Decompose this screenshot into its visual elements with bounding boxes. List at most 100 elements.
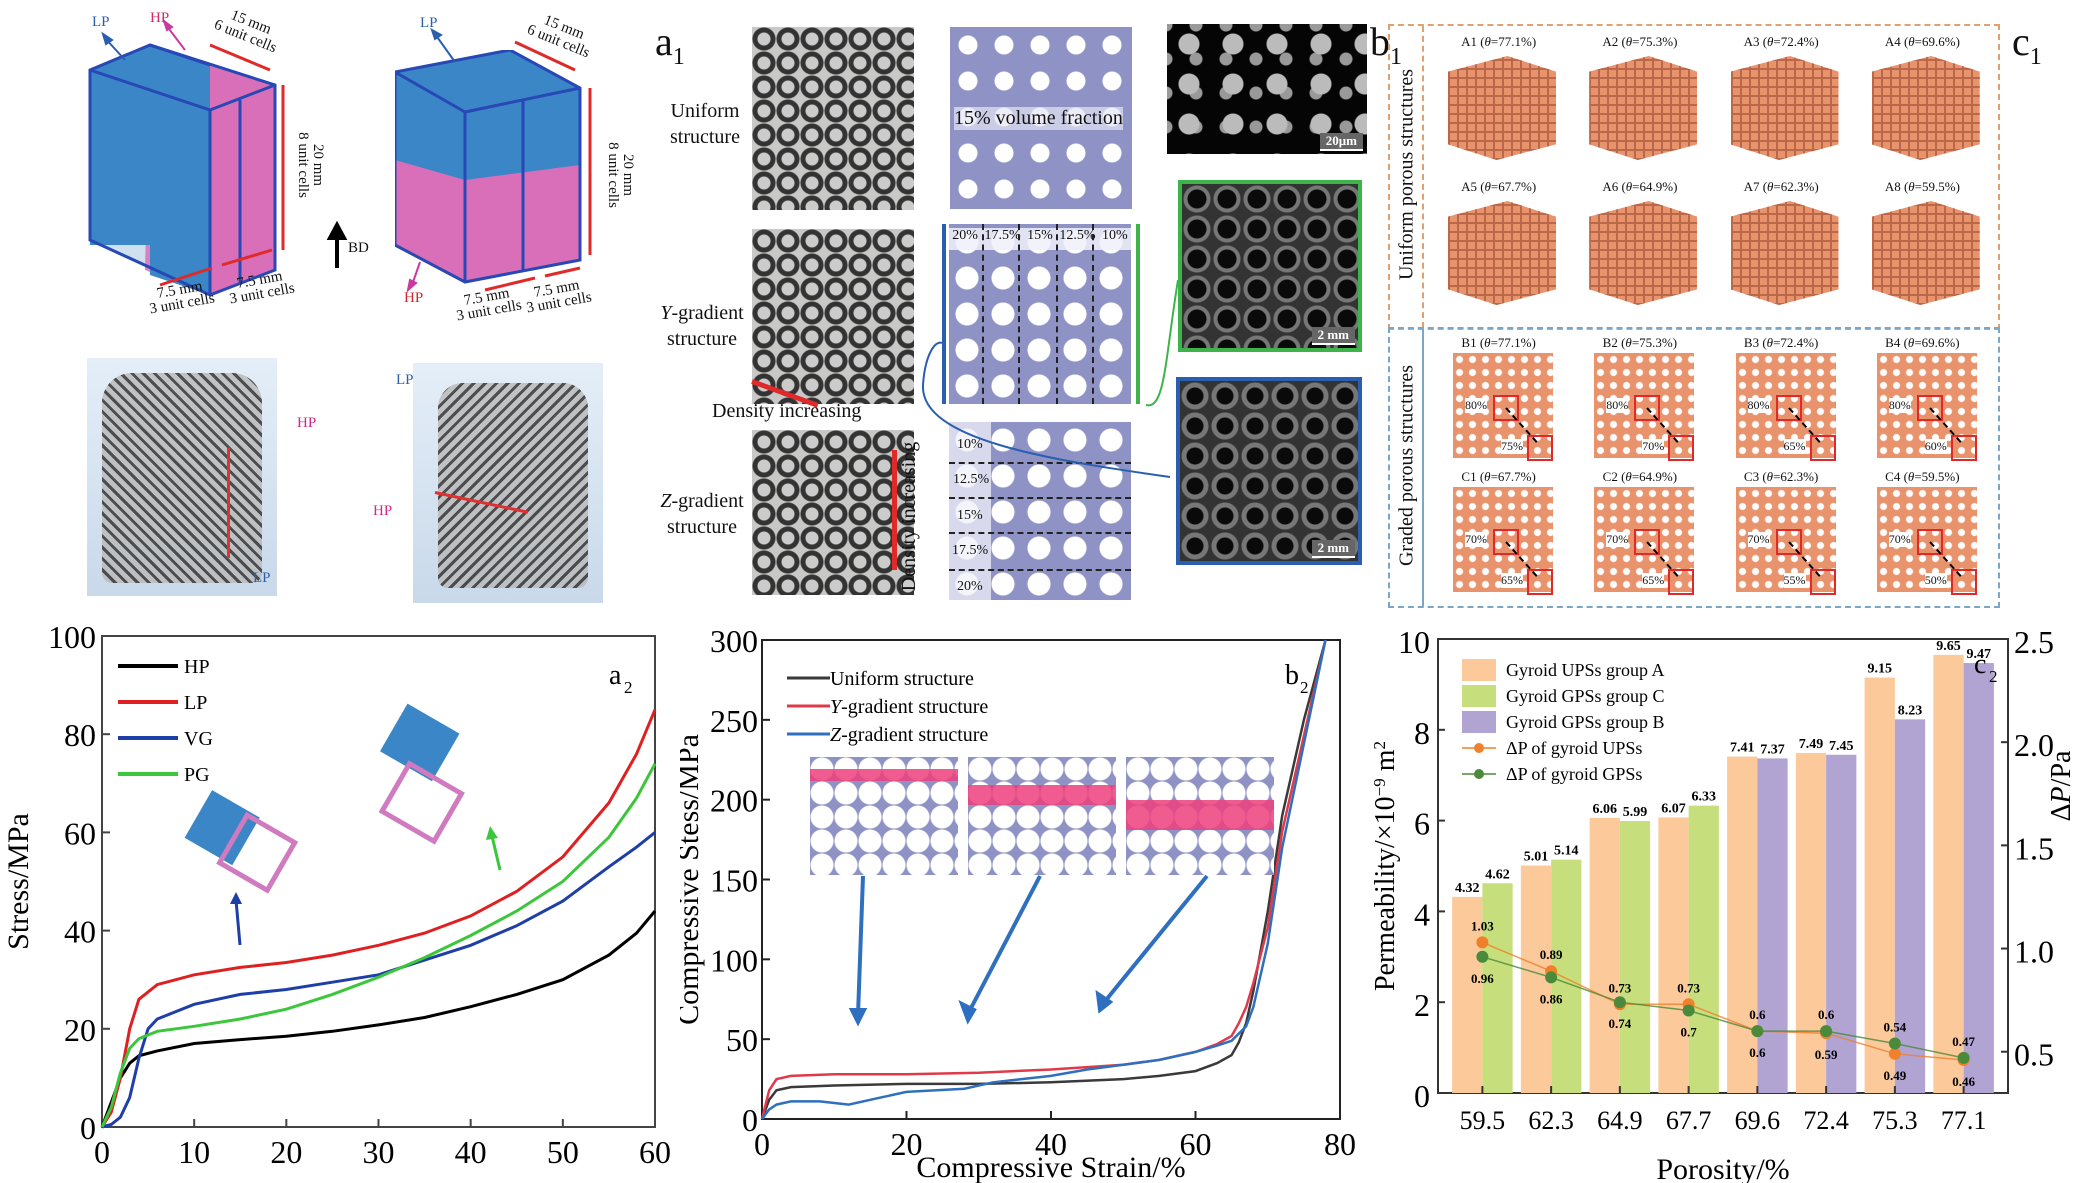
- theta-symbol: θ: [1908, 179, 1915, 194]
- uniform-cell: A7 (θ=62.3%): [1711, 179, 1852, 324]
- panel-sub-c2: 2: [1989, 667, 1998, 686]
- model-right-annotations: [406, 27, 592, 293]
- gradient-arrow-icon: [1787, 541, 1821, 577]
- legend-label: ΔP of gyroid GPSs: [1506, 764, 1642, 784]
- cell-theta: =75.3%): [1632, 34, 1678, 49]
- theta-symbol: θ: [1766, 335, 1774, 350]
- bottom-region-box: [1668, 435, 1695, 461]
- photo-right-hp-label: HP: [373, 503, 393, 519]
- divider: [1018, 224, 1020, 404]
- x-tick-label: 72.4: [1803, 1106, 1849, 1135]
- bar-value-label: 9.47: [1967, 647, 1992, 662]
- cell-name: C2 (: [1602, 469, 1626, 484]
- top-region-box: [1493, 395, 1519, 421]
- graded-cell-title: C3 (θ=62.3%): [1711, 469, 1852, 485]
- bar-group-a: [1658, 817, 1689, 1093]
- porous-cube: [1589, 201, 1698, 305]
- dp-point: [1888, 1047, 1901, 1060]
- bar-value-label: 4.62: [1485, 867, 1510, 882]
- model-right-height: 20 mm 8 unit cells: [605, 120, 636, 230]
- legend-text: Uniform structure: [830, 668, 974, 690]
- bar-group-a: [1589, 817, 1620, 1093]
- bar-value-label: 7.41: [1730, 741, 1755, 756]
- x-tick-label: 0: [754, 1126, 770, 1162]
- top-porosity: 70%: [1465, 532, 1487, 547]
- bar-group-b: [1826, 754, 1857, 1093]
- height-mm: 20 mm: [310, 143, 326, 187]
- porous-cube: [1871, 56, 1980, 160]
- height-cells: 8 unit cells: [605, 142, 621, 208]
- divider: [949, 462, 1131, 464]
- top-porosity: 70%: [1606, 532, 1629, 547]
- cell-theta: =77.1%): [1490, 34, 1537, 49]
- x-tick-label: 0: [94, 1134, 110, 1170]
- top-porosity: 70%: [1747, 532, 1770, 547]
- bar-group-b: [1894, 719, 1926, 1093]
- graded-cell-title: B3 (θ=72.4%): [1711, 335, 1852, 351]
- cell-name: A2 (: [1602, 34, 1626, 49]
- uniform-label: Uniform structure: [660, 98, 750, 150]
- unit-cell-icon-hp: [378, 760, 465, 845]
- bottom-porosity: 75%: [1501, 439, 1523, 454]
- height-cells: 8 unit cells: [295, 132, 311, 198]
- graded-cell: B3 (θ=72.4%) 80% 65%: [1711, 335, 1852, 469]
- y-gradient-label: Y-gradient structure: [652, 300, 752, 352]
- cell-theta: =67.7%): [1490, 179, 1537, 194]
- theta-symbol: θ: [1767, 179, 1774, 194]
- cell-name: A5 (: [1461, 179, 1485, 194]
- model-left: [85, 40, 295, 297]
- y-fraction: 10%: [1102, 228, 1128, 243]
- graded-cell: C2 (θ=64.9%) 70% 65%: [1569, 469, 1710, 603]
- density-arrow: [892, 450, 897, 570]
- legend-label: HP: [184, 656, 210, 678]
- x-tick-label: 62.3: [1528, 1106, 1574, 1135]
- graded-section: 80% 70%: [1594, 353, 1695, 461]
- cell-name: A1 (: [1461, 34, 1485, 49]
- graded-section: 80% 60%: [1876, 353, 1977, 461]
- bar-group-a: [1452, 896, 1483, 1093]
- x-tick-label: 75.3: [1872, 1106, 1918, 1135]
- theta-symbol: θ: [1908, 34, 1915, 49]
- z-fraction: 17.5%: [952, 543, 989, 558]
- gradient-arrow-icon: [1505, 407, 1538, 443]
- cell-theta: =64.9%): [1631, 469, 1678, 484]
- bottom-porosity: 55%: [1783, 573, 1806, 588]
- bottom-porosity: 65%: [1501, 573, 1523, 588]
- cell-theta: =62.3%): [1773, 179, 1819, 194]
- uniform-cell: A3 (θ=72.4%): [1711, 34, 1852, 179]
- y-gradient-green-bar: [1136, 224, 1140, 404]
- cell-theta: =62.3%): [1773, 469, 1819, 484]
- x-tick-label: 69.6: [1735, 1106, 1781, 1135]
- micrograph-scale-bar: 2 mm: [1311, 327, 1355, 345]
- y-tick-label: 80: [64, 717, 96, 753]
- graded-section: 70% 65%: [1594, 487, 1695, 595]
- chart-c2-permeability: 4.32 4.62 59.5 5.01 5.14 62.3 6.06 5.99 64.9 6.07…: [1370, 624, 2077, 1183]
- legend-italic: Y: [830, 696, 843, 718]
- uniform-cell: A4 (θ=69.6%): [1852, 34, 1993, 179]
- gradient-arrow-icon: [1646, 407, 1679, 443]
- panel-sub-b2: 2: [1300, 678, 1309, 697]
- group-title-divider: [1422, 26, 1424, 328]
- bar-value-label: 5.99: [1623, 805, 1648, 820]
- cell-theta: =69.6%): [1914, 34, 1960, 49]
- bar-group-b: [1757, 758, 1788, 1093]
- uniform-cube-grid: A1 ( θ =77.1%) A2 ( θ =75.3%) A3 (θ=72.4%) A4 (…: [1428, 34, 1993, 324]
- bottom-region-box: [1668, 569, 1695, 595]
- b2-inset-images: [810, 757, 1274, 877]
- x-axis-label: Porosity/%: [1656, 1153, 1789, 1183]
- dp-point: [1751, 1025, 1764, 1038]
- bar-value-label: 5.01: [1524, 850, 1549, 865]
- lattice-part: [438, 383, 588, 588]
- top-region-box: [1916, 529, 1943, 555]
- y-axis-label-part: 2: [1370, 741, 1389, 750]
- legend-label: Y-gradient structure: [830, 696, 988, 718]
- z-gradient-micrograph: 2 mm: [1176, 377, 1362, 565]
- model-left-height: 20 mm 8 unit cells: [295, 110, 326, 220]
- label-letter: b: [1370, 19, 1390, 64]
- y2-axis-label-part: Δ: [2046, 803, 2077, 821]
- theta-symbol: θ: [1767, 34, 1774, 49]
- x-tick-label: 67.7: [1666, 1106, 1712, 1135]
- cell-name: B2 (: [1602, 335, 1626, 350]
- printed-part-photo-left: [87, 358, 277, 596]
- z-fraction: 15%: [957, 508, 983, 523]
